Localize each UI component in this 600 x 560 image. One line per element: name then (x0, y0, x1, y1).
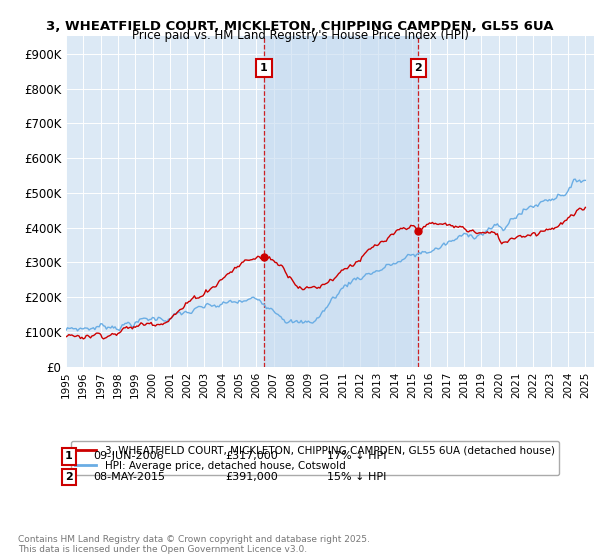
Text: Price paid vs. HM Land Registry's House Price Index (HPI): Price paid vs. HM Land Registry's House … (131, 29, 469, 42)
Text: 09-JUN-2006: 09-JUN-2006 (93, 451, 164, 461)
Text: 2: 2 (415, 63, 422, 73)
Text: 1: 1 (260, 63, 268, 73)
Text: 17% ↓ HPI: 17% ↓ HPI (327, 451, 386, 461)
Text: 2: 2 (65, 472, 73, 482)
Text: Contains HM Land Registry data © Crown copyright and database right 2025.
This d: Contains HM Land Registry data © Crown c… (18, 535, 370, 554)
Legend: 3, WHEATFIELD COURT, MICKLETON, CHIPPING CAMPDEN, GL55 6UA (detached house), HPI: 3, WHEATFIELD COURT, MICKLETON, CHIPPING… (71, 441, 559, 475)
Text: 1: 1 (65, 451, 73, 461)
Text: £317,000: £317,000 (225, 451, 278, 461)
Text: 15% ↓ HPI: 15% ↓ HPI (327, 472, 386, 482)
Text: 3, WHEATFIELD COURT, MICKLETON, CHIPPING CAMPDEN, GL55 6UA: 3, WHEATFIELD COURT, MICKLETON, CHIPPING… (46, 20, 554, 32)
Text: £391,000: £391,000 (225, 472, 278, 482)
Bar (264, 36, 418, 367)
Text: 08-MAY-2015: 08-MAY-2015 (93, 472, 165, 482)
